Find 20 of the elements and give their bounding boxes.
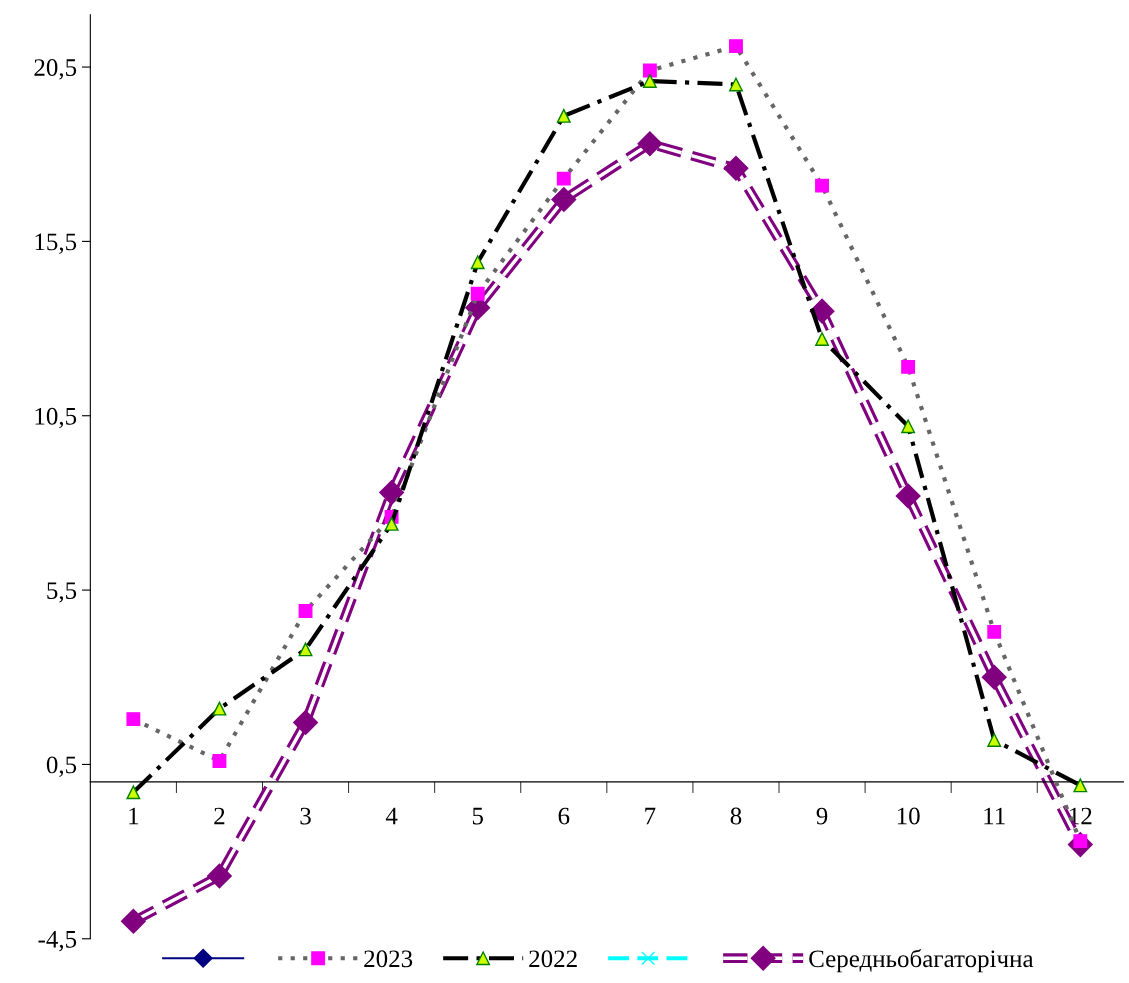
y-tick-label: 15,5	[35, 233, 77, 254]
legend-label: Середньобагаторічна	[809, 949, 1034, 973]
x-tick-label: 4	[385, 807, 398, 825]
y-tick-label: 10,5	[35, 407, 77, 429]
legend-label: 2023	[364, 950, 413, 968]
x-tick-label: 10	[897, 807, 920, 825]
x-tick-label: 7	[645, 807, 656, 825]
legend-label: 2022	[529, 950, 577, 968]
x-tick-label: 8	[730, 807, 742, 825]
x-tick-label: 3	[300, 807, 311, 825]
x-tick-label: 6	[558, 807, 570, 825]
x-tick-label: 11	[984, 807, 1005, 825]
y-tick-label: 20,5	[34, 59, 77, 80]
x-tick-label: 9	[816, 807, 828, 825]
x-tick-label: 2	[214, 807, 225, 825]
x-tick-label: 1	[129, 807, 139, 825]
y-tick-label: 0,5	[46, 756, 77, 777]
x-tick-label: 5	[472, 807, 483, 825]
y-tick-label: -4,5	[38, 930, 77, 952]
y-tick-label: 5,5	[47, 582, 77, 603]
